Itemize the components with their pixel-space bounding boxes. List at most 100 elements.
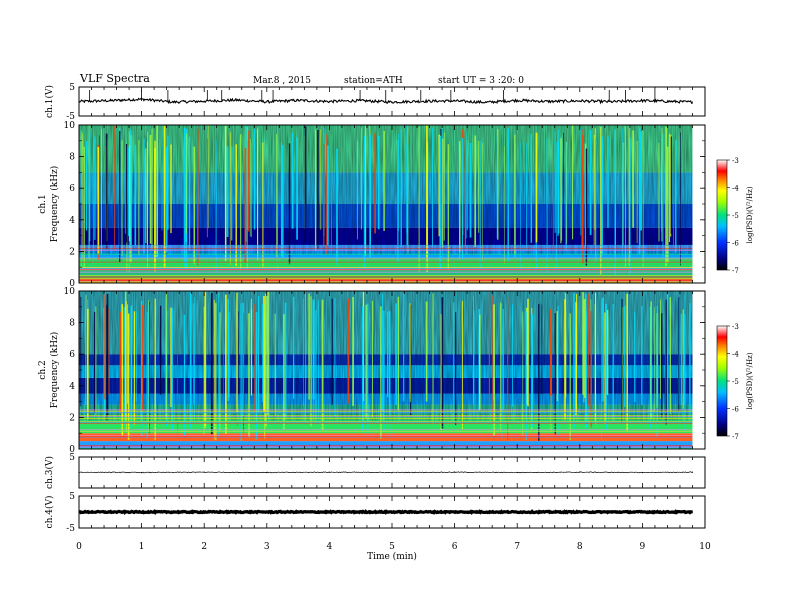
ch3-waveform-data-point <box>691 471 694 473</box>
start-time-label: start UT = 3 :20: 0 <box>438 76 524 86</box>
ch1-waveform-data-point <box>454 100 456 102</box>
x-tick-label: 5 <box>389 542 395 552</box>
ch4-waveform-data-point <box>203 511 205 513</box>
date-label: Mar.8 , 2015 <box>253 76 311 86</box>
figure-title: VLF Spectra <box>80 72 150 85</box>
ch4-waveform-data-point <box>78 511 80 513</box>
ch1-waveform-data-point <box>673 100 675 103</box>
ch1-spectrogram-colorbar-tick-label: -6 <box>732 240 739 248</box>
ch2-spectrogram-colorbar <box>716 325 728 437</box>
ch1-waveform-data-point <box>297 99 299 101</box>
ch2-spectrogram-ytick-label: 10 <box>64 287 76 297</box>
ch4-waveform-ytick-label: 5 <box>69 492 75 502</box>
ch2-spectrogram-ylabel-quantity: Frequency (kHz) <box>49 332 60 409</box>
ch1-spectrogram-ytick-label: 8 <box>69 153 75 163</box>
ch1-spectrogram-ytick-label: 6 <box>69 184 75 194</box>
x-tick-label: 1 <box>139 542 145 552</box>
ch3-waveform-data-point <box>266 471 268 474</box>
ch1-spectrogram-nodata <box>692 125 705 283</box>
ch1-waveform-data-point <box>234 99 237 101</box>
ch4-waveform-ylabel: ch.4(V) <box>44 496 55 529</box>
ch1-spectrogram-colorbar-tick-label: -5 <box>732 212 739 220</box>
ch1-spectrogram-ytick-label: 0 <box>69 279 75 289</box>
ch1-spectrogram-colorbar-tick-label: -4 <box>732 185 739 193</box>
ch1-waveform-data-point <box>78 100 80 103</box>
ch3-waveform-data-point <box>641 471 644 474</box>
x-tick-label: 6 <box>452 542 458 552</box>
ch2-spectrogram-image <box>79 291 705 449</box>
ch1-waveform-data-point <box>691 101 694 103</box>
ch1-waveform-data-point <box>485 101 487 103</box>
ch3-waveform-data-point <box>203 471 205 473</box>
ch1-spectrogram-colorbar-tick-label: -7 <box>732 267 739 275</box>
ch2-spectrogram-colorbar-tick-label: -7 <box>732 433 739 441</box>
x-axis-label: Time (min) <box>367 551 417 562</box>
x-tick-label: 3 <box>264 542 270 552</box>
ch1-spectrogram-colorbar-label: log(PSD)(V²/Hz) <box>746 186 754 243</box>
ch3-waveform-data-point <box>141 471 143 474</box>
ch1-waveform-data-point <box>641 100 644 102</box>
ch2-spectrogram-ytick-label: 0 <box>69 445 75 455</box>
ch1-waveform-ytick-label: -5 <box>66 112 75 122</box>
ch3-waveform-data-point <box>328 471 330 473</box>
ch2-spectrogram-ylabel-channel: ch.2 <box>38 360 48 379</box>
ch1-waveform-data-point <box>516 99 518 101</box>
ch1-waveform-data-point <box>547 100 550 103</box>
ch1-waveform-data-point <box>328 100 330 103</box>
ch2-spectrogram-ytick-label: 8 <box>69 319 75 329</box>
x-tick-label: 0 <box>76 542 82 552</box>
ch1-waveform-data-point <box>172 101 174 103</box>
ch1-spectrogram-colorbar <box>716 159 728 271</box>
x-tick-label: 8 <box>577 542 583 552</box>
ch1-waveform-data-point <box>422 100 424 102</box>
ch4-waveform-ytick-label: -5 <box>66 524 75 534</box>
ch2-spectrogram-colorbar-tick-label: -6 <box>732 406 739 414</box>
ch2-spectrogram-colorbar-tick-label: -3 <box>732 323 739 331</box>
ch1-waveform-data-point <box>109 100 111 102</box>
x-tick-label: 7 <box>514 542 520 552</box>
ch1-waveform-series-line <box>78 97 693 105</box>
ch1-spectrogram-band <box>79 270 693 277</box>
ch2-spectrogram-texture <box>79 291 693 421</box>
ch2-spectrogram-band <box>79 441 693 449</box>
ch2-spectrogram-ytick-label: 6 <box>69 350 75 360</box>
x-tick-label: 9 <box>640 542 646 552</box>
ch1-spectrogram-ytick-label: 10 <box>64 121 76 131</box>
ch1-waveform-data-point <box>391 101 393 103</box>
ch1-spectrogram-ylabel-quantity: Frequency (kHz) <box>49 166 60 243</box>
ch3-waveform-series-line <box>78 471 693 474</box>
ch1-spectrogram-colorbar-tick-label: -3 <box>732 157 739 165</box>
ch1-spectrogram-ytick-label: 4 <box>69 216 75 226</box>
ch1-waveform-data-point <box>203 100 205 102</box>
ch1-waveform-ytick-label: 5 <box>69 83 75 93</box>
ch1-waveform-data-point <box>610 101 612 103</box>
ch2-spectrogram-ytick-label: 2 <box>69 413 75 423</box>
x-tick-label: 10 <box>699 542 711 552</box>
ch2-spectrogram-colorbar-tick-label: -5 <box>732 378 739 386</box>
ch1-waveform-data-point <box>266 101 268 103</box>
ch3-waveform-data-point <box>391 471 393 474</box>
ch4-waveform-data-point <box>454 511 456 513</box>
ch3-waveform-ytick-label: 5 <box>69 453 75 463</box>
x-tick-label: 2 <box>201 542 207 552</box>
ch1-waveform-data-point <box>579 100 581 102</box>
ch2-spectrogram-colorbar-label: log(PSD)(V²/Hz) <box>746 352 754 409</box>
ch4-waveform-data-point <box>328 511 330 513</box>
ch1-spectrogram-band <box>79 276 693 283</box>
ch3-waveform-data-point <box>454 471 456 473</box>
ch1-spectrogram-ylabel-channel: ch.1 <box>38 194 48 213</box>
station-label: station=ATH <box>344 76 403 86</box>
ch1-spectrogram-ytick-label: 2 <box>69 247 75 257</box>
ch1-waveform-ylabel: ch.1(V) <box>44 85 55 118</box>
ch4-waveform-series-line <box>78 509 693 516</box>
x-tick-label: 4 <box>327 542 333 552</box>
ch2-spectrogram-ytick-label: 4 <box>69 382 75 392</box>
ch3-waveform-data-point <box>516 471 518 474</box>
ch2-spectrogram-nodata <box>692 291 705 449</box>
ch1-spectrogram-image <box>79 125 705 284</box>
ch3-waveform-data-point <box>579 471 581 473</box>
ch4-waveform-data-point <box>579 511 581 513</box>
ch3-waveform-ylabel: ch.3(V) <box>44 456 55 489</box>
ch3-waveform-data-point <box>78 471 80 473</box>
